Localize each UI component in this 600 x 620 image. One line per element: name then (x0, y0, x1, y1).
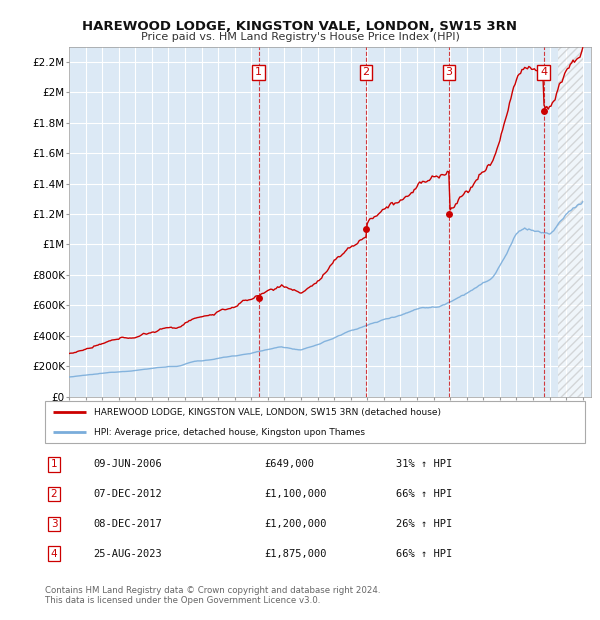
Text: 66% ↑ HPI: 66% ↑ HPI (396, 489, 452, 499)
Text: 25-AUG-2023: 25-AUG-2023 (93, 549, 162, 559)
Text: Price paid vs. HM Land Registry's House Price Index (HPI): Price paid vs. HM Land Registry's House … (140, 32, 460, 42)
Text: Contains HM Land Registry data © Crown copyright and database right 2024.
This d: Contains HM Land Registry data © Crown c… (45, 586, 380, 605)
Text: 26% ↑ HPI: 26% ↑ HPI (396, 519, 452, 529)
Text: 08-DEC-2017: 08-DEC-2017 (93, 519, 162, 529)
Text: 31% ↑ HPI: 31% ↑ HPI (396, 459, 452, 469)
Text: HPI: Average price, detached house, Kingston upon Thames: HPI: Average price, detached house, King… (94, 428, 365, 437)
Text: 66% ↑ HPI: 66% ↑ HPI (396, 549, 452, 559)
Text: 4: 4 (50, 549, 58, 559)
Text: 1: 1 (50, 459, 58, 469)
Text: £649,000: £649,000 (264, 459, 314, 469)
Text: HAREWOOD LODGE, KINGSTON VALE, LONDON, SW15 3RN (detached house): HAREWOOD LODGE, KINGSTON VALE, LONDON, S… (94, 407, 440, 417)
Text: £1,875,000: £1,875,000 (264, 549, 326, 559)
Text: 1: 1 (255, 68, 262, 78)
FancyBboxPatch shape (45, 401, 585, 443)
Text: £1,100,000: £1,100,000 (264, 489, 326, 499)
Text: 3: 3 (50, 519, 58, 529)
Text: 07-DEC-2012: 07-DEC-2012 (93, 489, 162, 499)
Text: 3: 3 (445, 68, 452, 78)
Text: 4: 4 (540, 68, 547, 78)
Text: 09-JUN-2006: 09-JUN-2006 (93, 459, 162, 469)
Text: £1,200,000: £1,200,000 (264, 519, 326, 529)
Text: 2: 2 (362, 68, 370, 78)
Text: 2: 2 (50, 489, 58, 499)
Text: HAREWOOD LODGE, KINGSTON VALE, LONDON, SW15 3RN: HAREWOOD LODGE, KINGSTON VALE, LONDON, S… (83, 20, 517, 33)
